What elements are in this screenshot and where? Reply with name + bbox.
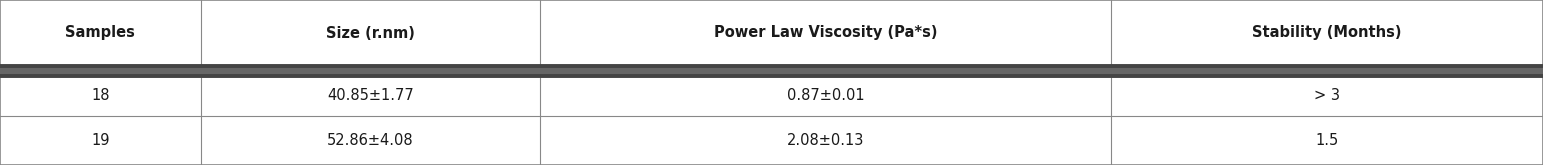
Text: 2.08±0.13: 2.08±0.13 [787, 133, 864, 148]
Text: Samples: Samples [65, 26, 136, 40]
Text: 40.85±1.77: 40.85±1.77 [327, 88, 414, 103]
Text: 52.86±4.08: 52.86±4.08 [327, 133, 414, 148]
Text: > 3: > 3 [1315, 88, 1339, 103]
Text: 19: 19 [91, 133, 110, 148]
Text: 18: 18 [91, 88, 110, 103]
Text: 0.87±0.01: 0.87±0.01 [787, 88, 864, 103]
Text: Size (r.nm): Size (r.nm) [326, 26, 415, 40]
Text: 1.5: 1.5 [1315, 133, 1339, 148]
Text: Power Law Viscosity (Pa*s): Power Law Viscosity (Pa*s) [714, 26, 937, 40]
Text: Stability (Months): Stability (Months) [1253, 26, 1401, 40]
